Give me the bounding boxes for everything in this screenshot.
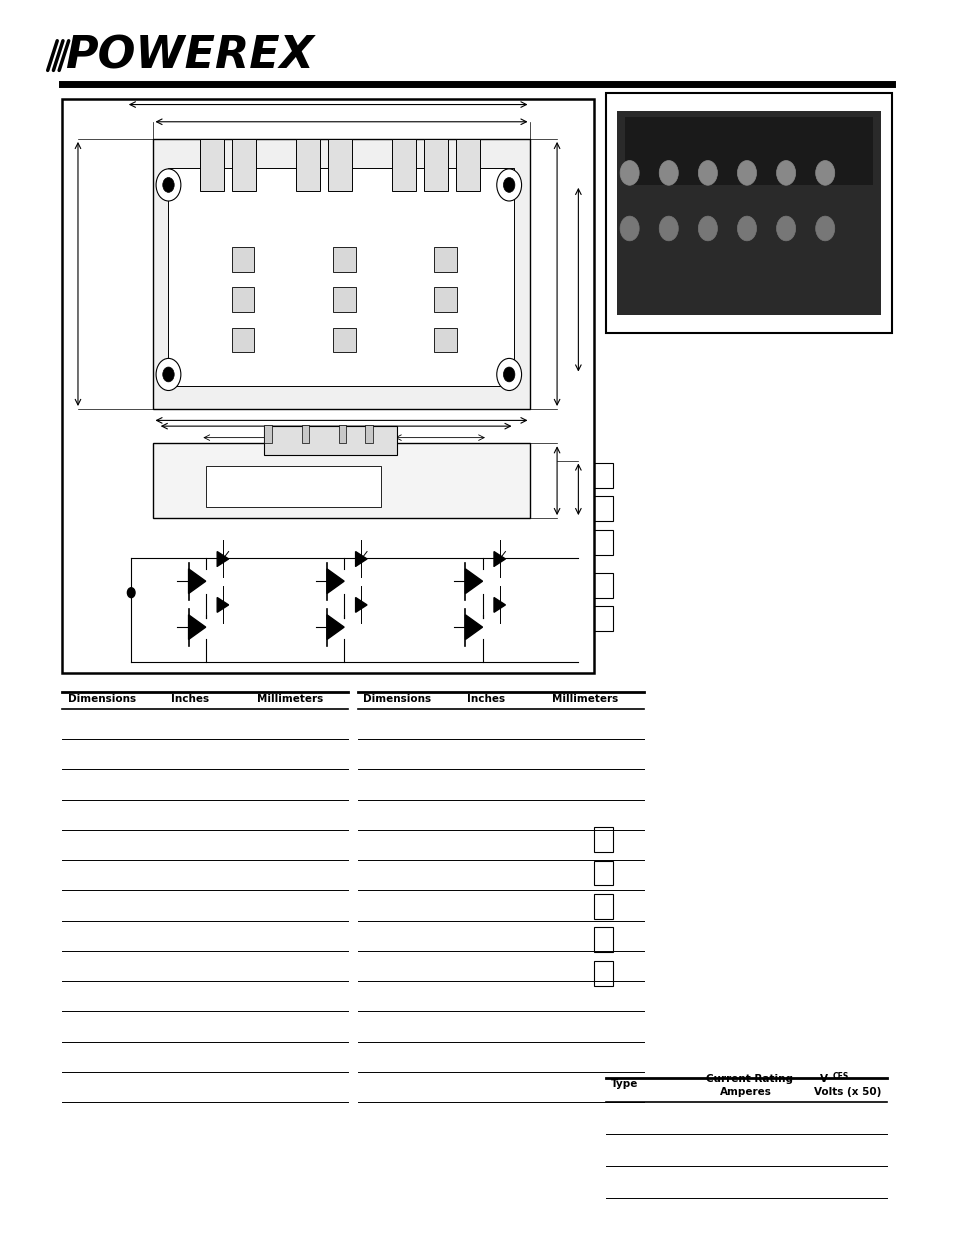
Circle shape [128, 588, 135, 598]
Circle shape [156, 169, 181, 201]
Circle shape [698, 216, 717, 241]
Polygon shape [189, 615, 206, 640]
Bar [264, 426, 397, 454]
Polygon shape [494, 552, 505, 567]
Bar [264, 425, 272, 443]
Text: Dimensions: Dimensions [363, 694, 431, 704]
Circle shape [659, 216, 678, 241]
Bar [333, 288, 355, 312]
Bar [594, 927, 613, 952]
Bar [434, 327, 456, 352]
Text: Inches: Inches [466, 694, 504, 704]
Bar [594, 496, 613, 521]
Text: Millimeters: Millimeters [552, 694, 618, 704]
Bar [200, 140, 224, 190]
Polygon shape [355, 552, 367, 567]
Text: Dimensions: Dimensions [68, 694, 135, 704]
Polygon shape [355, 598, 367, 613]
Circle shape [815, 161, 834, 185]
Circle shape [737, 216, 756, 241]
Polygon shape [494, 598, 505, 613]
Text: Current Rating: Current Rating [705, 1074, 792, 1084]
Circle shape [163, 367, 174, 382]
Bar [617, 111, 880, 315]
Bar [594, 861, 613, 885]
Circle shape [497, 169, 521, 201]
Circle shape [776, 216, 795, 241]
Circle shape [163, 178, 174, 193]
Polygon shape [217, 598, 229, 613]
Circle shape [698, 161, 717, 185]
Text: Volts (x 50): Volts (x 50) [813, 1087, 881, 1097]
Bar [333, 247, 355, 272]
Bar [232, 247, 254, 272]
Circle shape [497, 358, 521, 390]
Bar [434, 247, 456, 272]
Circle shape [737, 161, 756, 185]
Text: Amperes: Amperes [720, 1087, 771, 1097]
Bar [594, 530, 613, 555]
Bar [169, 168, 514, 385]
Bar [232, 288, 254, 312]
Circle shape [503, 178, 515, 193]
Bar [62, 99, 594, 673]
Polygon shape [465, 569, 482, 594]
Bar [423, 140, 448, 190]
Circle shape [619, 216, 639, 241]
Circle shape [503, 367, 515, 382]
Bar [232, 327, 254, 352]
Bar [328, 140, 352, 190]
Bar [594, 894, 613, 919]
Polygon shape [465, 615, 482, 640]
Text: Millimeters: Millimeters [256, 694, 322, 704]
Text: Type: Type [610, 1079, 638, 1089]
Bar [301, 425, 309, 443]
Text: V: V [820, 1074, 827, 1084]
Bar [594, 573, 613, 598]
Polygon shape [327, 569, 344, 594]
Bar [152, 140, 530, 409]
Text: POWEREX: POWEREX [65, 35, 314, 77]
Bar [365, 425, 373, 443]
Bar [333, 327, 355, 352]
Text: CES: CES [832, 1072, 848, 1081]
Bar [392, 140, 416, 190]
Bar [594, 961, 613, 986]
Bar [456, 140, 479, 190]
Bar [594, 463, 613, 488]
Bar [206, 467, 381, 506]
Bar [152, 443, 530, 517]
Circle shape [619, 161, 639, 185]
Bar [233, 140, 256, 190]
Circle shape [776, 161, 795, 185]
Bar [605, 93, 891, 333]
Circle shape [156, 358, 181, 390]
Bar [594, 606, 613, 631]
Bar [338, 425, 346, 443]
Polygon shape [327, 615, 344, 640]
Bar [296, 140, 320, 190]
Circle shape [815, 216, 834, 241]
Bar [624, 117, 872, 185]
Text: Inches: Inches [171, 694, 209, 704]
Bar [434, 288, 456, 312]
Circle shape [659, 161, 678, 185]
Bar [594, 827, 613, 852]
Polygon shape [217, 552, 229, 567]
Polygon shape [189, 569, 206, 594]
